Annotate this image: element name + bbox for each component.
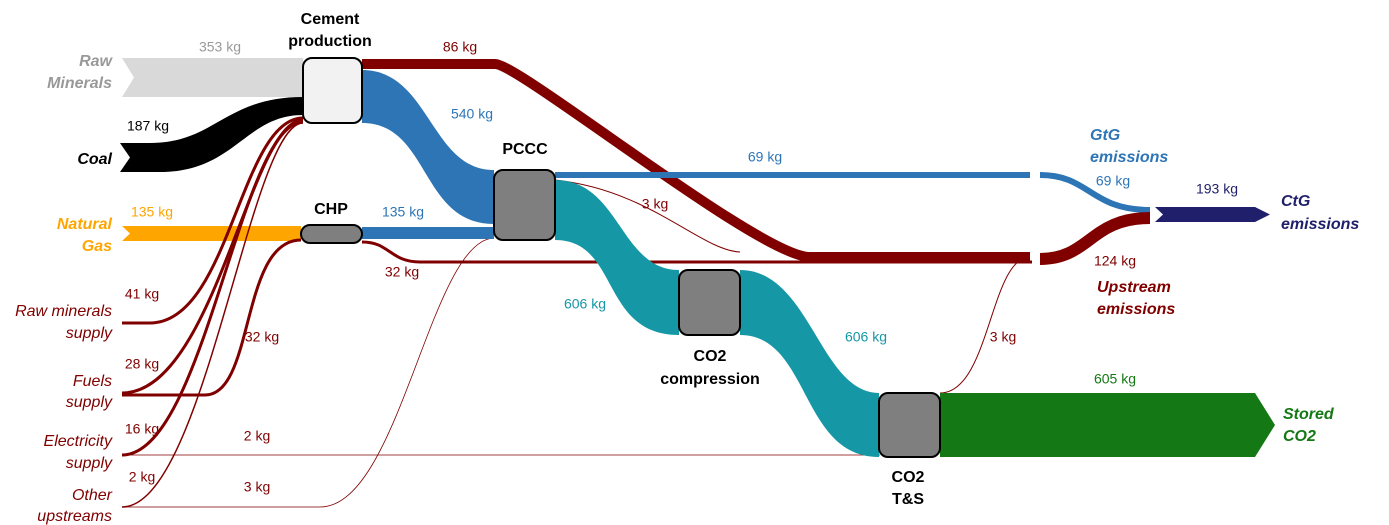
node-box — [878, 392, 941, 458]
flow-fuels-chp — [122, 238, 302, 397]
node-box — [493, 169, 556, 241]
source-label: Minerals — [47, 75, 112, 92]
source-label: Raw minerals — [15, 303, 112, 320]
flow-label: 187 kg — [127, 118, 169, 134]
flow-compression-tns — [740, 270, 879, 457]
sink-label: Stored — [1283, 406, 1335, 423]
flow-other-pccc — [122, 237, 495, 508]
flow-label: 2 kg — [129, 469, 155, 485]
flow-label: 605 kg — [1094, 371, 1136, 387]
sink-labels: GtG emissions CtG emissions Upstream emi… — [1090, 127, 1359, 445]
source-label: supply — [66, 455, 113, 472]
flow-label: 135 kg — [382, 204, 424, 220]
sink-label: Upstream — [1097, 279, 1171, 296]
flow-tns-upstream — [939, 256, 1031, 394]
flow-labels: 353 kg 86 kg 187 kg 540 kg 69 kg 69 kg 1… — [125, 39, 1238, 495]
source-label: Natural — [57, 216, 113, 233]
source-label: Fuels — [73, 373, 112, 390]
flow-coal — [120, 97, 303, 172]
flow-ctg — [1155, 207, 1270, 222]
flow-stored — [940, 393, 1275, 457]
flow-label: 606 kg — [845, 329, 887, 345]
node-label: production — [288, 33, 372, 50]
flows — [120, 58, 1275, 508]
flow-label: 193 kg — [1196, 181, 1238, 197]
flow-chp-upstream — [361, 240, 1032, 264]
nodes: Cement production CHP PCCC CO2 compressi… — [288, 11, 941, 508]
sink-label: CO2 — [1283, 428, 1316, 445]
flow-label: 69 kg — [1096, 173, 1130, 189]
flow-label: 69 kg — [748, 149, 782, 165]
sink-label: GtG — [1090, 127, 1120, 144]
source-label: Electricity — [44, 433, 113, 450]
source-label: upstreams — [37, 508, 112, 525]
flow-electricity-supply — [121, 120, 304, 457]
flow-label: 606 kg — [564, 296, 606, 312]
node-box — [678, 269, 741, 336]
node-label: CO2 — [892, 469, 925, 486]
flow-label: 16 kg — [125, 421, 159, 437]
flow-label: 3 kg — [642, 196, 668, 212]
sink-label: emissions — [1090, 149, 1168, 166]
node-box — [300, 224, 363, 244]
node-label: CO2 — [694, 348, 727, 365]
source-label: Raw — [79, 53, 113, 70]
flow-raw-minerals — [122, 58, 303, 97]
flow-upstream-ctg — [1039, 212, 1151, 265]
source-label: Other — [72, 487, 113, 504]
node-label: compression — [660, 371, 760, 388]
flow-label: 32 kg — [385, 264, 419, 280]
flow-raw-minerals-supply — [122, 116, 304, 325]
node-label: PCCC — [502, 141, 548, 158]
flow-cement-upstream — [362, 59, 1030, 262]
flow-label: 135 kg — [131, 204, 173, 220]
source-label: Coal — [77, 151, 112, 168]
source-label: Gas — [82, 238, 112, 255]
source-labels: Raw Minerals Coal Natural Gas Raw minera… — [15, 53, 113, 525]
flow-cement-pccc — [362, 70, 494, 224]
flow-pccc-compression — [555, 180, 679, 335]
node-label: CHP — [314, 201, 348, 218]
flow-label: 540 kg — [451, 106, 493, 122]
flow-label: 32 kg — [245, 329, 279, 345]
flow-label: 3 kg — [990, 329, 1016, 345]
flow-chp-pccc — [362, 227, 494, 239]
flow-label: 124 kg — [1094, 253, 1136, 269]
flow-label: 41 kg — [125, 286, 159, 302]
source-label: supply — [66, 394, 113, 411]
flow-label: 28 kg — [125, 356, 159, 372]
flow-label: 3 kg — [244, 479, 270, 495]
sink-label: CtG — [1281, 193, 1310, 210]
flow-natural-gas — [122, 226, 301, 241]
node-label: Cement — [301, 11, 360, 28]
flow-label: 2 kg — [244, 428, 270, 444]
flow-label: 86 kg — [443, 39, 477, 55]
sink-label: emissions — [1097, 301, 1175, 318]
flow-pccc-gtg — [555, 172, 1151, 213]
sink-label: emissions — [1281, 216, 1359, 233]
node-label: T&S — [892, 491, 924, 508]
source-label: supply — [66, 325, 113, 342]
flow-label: 353 kg — [199, 39, 241, 55]
flow-pccc-upstream — [554, 179, 741, 253]
node-box — [302, 57, 363, 124]
flow-other-upstreams — [121, 122, 304, 508]
